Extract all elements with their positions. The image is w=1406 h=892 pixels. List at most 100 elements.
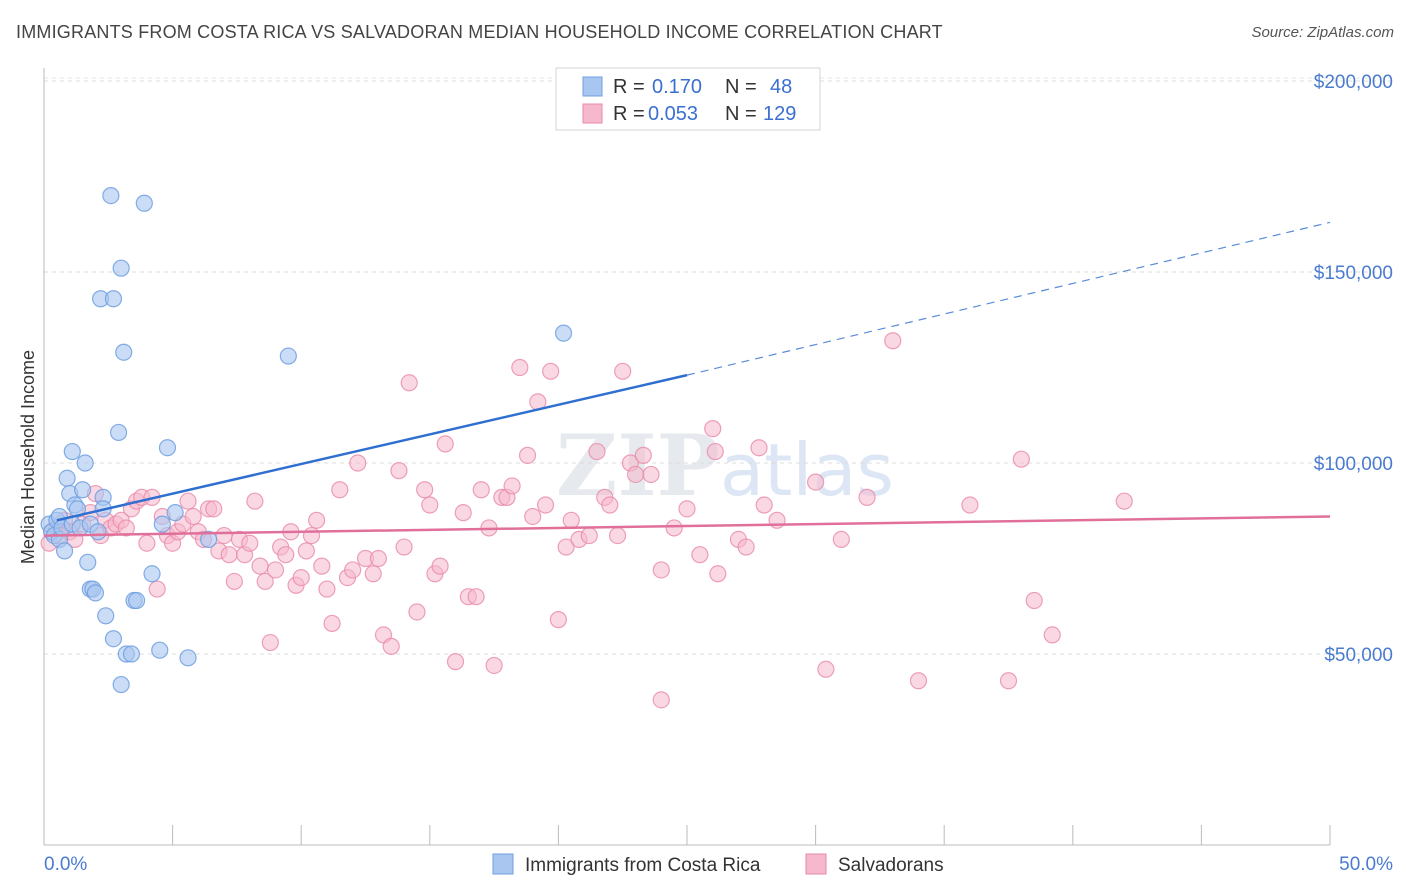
chart-title: IMMIGRANTS FROM COSTA RICA VS SALVADORAN…	[16, 22, 943, 42]
costa-rica-point-47	[554, 324, 573, 342]
legend-r-label-1: R =	[613, 76, 645, 98]
salvadorans-point-46	[277, 546, 295, 564]
costa-rica-point-41	[153, 515, 171, 533]
salvadorans-point-73	[436, 435, 454, 453]
costa-rica-point-39	[143, 565, 161, 583]
costa-rica-point-44	[179, 649, 197, 667]
costa-rica-point-27	[102, 187, 120, 205]
salvadorans-point-95	[588, 442, 606, 461]
costa-rica-point-26	[97, 607, 115, 625]
salvadorans-point-119	[884, 332, 902, 350]
salvadorans-point-43	[261, 633, 279, 652]
salvadorans-point-44	[266, 561, 285, 579]
legend-bottom-swatch-pink	[805, 853, 827, 875]
salvadorans-point-102	[634, 446, 652, 464]
salvadorans-point-126	[1115, 492, 1133, 510]
salvadorans-point-51	[302, 526, 321, 545]
salvadorans-point-28	[184, 507, 202, 526]
salvadorans-point-106	[678, 500, 696, 518]
costa-rica-point-43	[166, 504, 184, 522]
salvadorans-point-27	[179, 492, 197, 510]
costa-rica-point-32	[112, 675, 130, 694]
salvadorans-point-66	[395, 538, 413, 556]
legend-n-value-1: 48	[770, 76, 792, 98]
salvadorans-point-116	[817, 660, 835, 678]
salvadorans-point-70	[421, 496, 439, 514]
salvadorans-point-109	[709, 565, 727, 583]
salvadorans-point-55	[323, 614, 341, 633]
legend-bottom-label-pink: Salvadorans	[838, 855, 944, 876]
costa-rica-point-31	[112, 259, 130, 277]
salvadorans-point-41	[251, 557, 269, 575]
salvadorans-trend-line	[43, 515, 1331, 537]
salvadorans-points	[40, 332, 1133, 709]
x-ticks	[43, 825, 1331, 845]
salvadorans-point-61	[364, 565, 382, 583]
costa-rica-point-33	[115, 343, 133, 361]
salvadorans-point-113	[755, 496, 773, 514]
salvadorans-point-92	[562, 511, 580, 529]
legend-n-value-2: 129	[763, 103, 796, 125]
salvadorans-point-115	[806, 473, 825, 491]
x-tick-label-min: 0.0%	[44, 854, 87, 875]
salvadorans-point-35	[220, 546, 238, 564]
salvadorans-point-78	[472, 481, 490, 499]
costa-rica-point-7	[55, 542, 74, 560]
salvadorans-point-74	[446, 653, 465, 671]
salvadorans-point-90	[549, 611, 568, 629]
costa-rica-point-45	[200, 530, 218, 549]
salvadorans-point-84	[511, 358, 529, 377]
salvadorans-point-21	[148, 580, 166, 598]
salvadorans-point-36	[225, 572, 243, 591]
salvadorans-point-111	[737, 538, 755, 556]
salvadorans-point-121	[961, 496, 979, 514]
salvadorans-point-40	[246, 492, 264, 510]
salvadorans-point-53	[313, 557, 331, 575]
y-tick-label-150000: $150,000	[1314, 263, 1393, 284]
salvadorans-point-94	[580, 526, 598, 545]
salvadorans-point-88	[536, 496, 555, 514]
legend-swatch-blue	[582, 76, 603, 97]
costa-rica-point-30	[109, 423, 128, 442]
salvadorans-point-56	[331, 481, 349, 499]
salvadorans-point-59	[349, 454, 367, 472]
legend-top: R = 0.170 N = 48 R = 0.053 N = 129	[555, 67, 821, 131]
salvadorans-point-105	[665, 519, 683, 537]
salvadorans-point-127	[706, 442, 724, 461]
costa-rica-point-35	[122, 645, 141, 663]
salvadorans-point-89	[542, 362, 560, 380]
costa-rica-point-28	[104, 290, 123, 308]
y-tick-label-200000: $200,000	[1314, 72, 1393, 93]
salvadorans-point-69	[416, 481, 434, 499]
salvadorans-point-101	[626, 465, 645, 484]
salvadorans-point-108	[704, 420, 722, 438]
salvadorans-point-122	[999, 672, 1018, 690]
salvadorans-point-19	[138, 534, 156, 552]
salvadorans-point-39	[241, 534, 259, 552]
salvadorans-point-104	[652, 561, 670, 579]
salvadorans-point-65	[390, 462, 408, 480]
legend-bottom-label-blue: Immigrants from Costa Rica	[525, 855, 761, 876]
legend-bottom-swatch-blue	[492, 853, 514, 875]
costa-rica-point-15	[73, 481, 92, 499]
costa-rica-point-21	[86, 584, 105, 602]
salvadorans-point-99	[614, 362, 632, 380]
salvadorans-point-32	[205, 500, 223, 518]
costa-rica-point-42	[158, 439, 177, 457]
salvadorans-point-112	[750, 439, 768, 457]
legend-swatch-pink	[582, 103, 603, 124]
costa-rica-point-16	[76, 454, 94, 472]
x-tick-label-max: 50.0%	[1339, 854, 1393, 875]
costa-rica-trend-extension	[686, 221, 1331, 376]
costa-rica-point-46	[279, 347, 297, 365]
legend-r-value-1: 0.170	[652, 76, 702, 98]
salvadorans-point-68	[408, 603, 426, 621]
costa-rica-point-10	[63, 442, 81, 461]
salvadorans-point-42	[256, 572, 274, 591]
salvadorans-point-86	[524, 507, 542, 526]
legend-n-label-1: N =	[725, 76, 757, 98]
salvadorans-point-52	[308, 511, 326, 529]
y-tick-label-50000: $50,000	[1324, 645, 1393, 666]
y-axis-label: Median Household Income	[18, 350, 38, 564]
